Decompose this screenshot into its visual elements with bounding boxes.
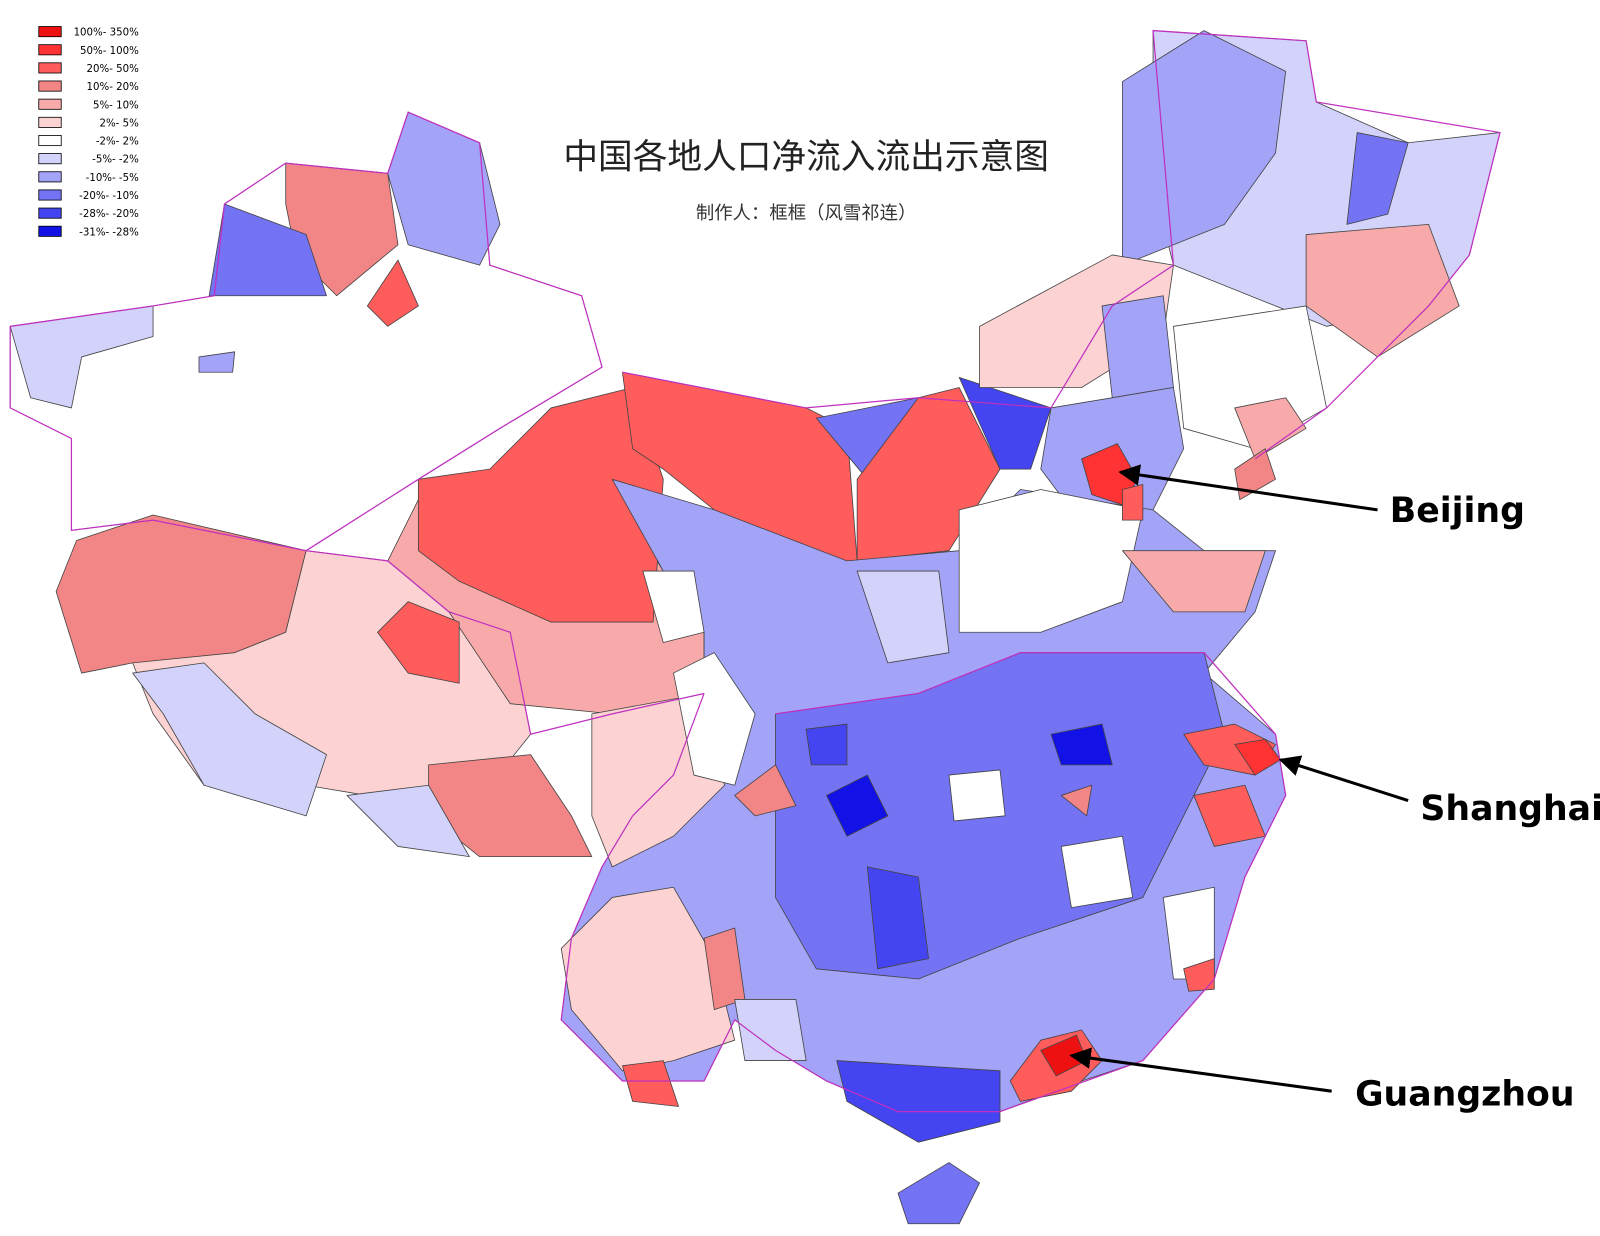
legend-swatch (38, 171, 62, 183)
region (856, 570, 950, 664)
region (377, 601, 460, 684)
region (1122, 483, 1144, 521)
region (734, 998, 807, 1062)
legend-swatch (38, 62, 62, 74)
arrow (1278, 755, 1409, 803)
legend-label: -10%- -5% (86, 173, 139, 184)
region (132, 662, 327, 817)
legend-swatch (38, 116, 62, 128)
border (9, 111, 603, 552)
legend-swatch (38, 26, 62, 38)
region (1122, 550, 1266, 613)
legend-label: 10%- 20% (87, 82, 140, 93)
border (622, 29, 1501, 460)
legend-label: 2%- 5% (100, 118, 140, 129)
annotation: Guangzhou (1355, 1074, 1574, 1114)
title: 中国各地人口净流入流出示意图 (563, 137, 1049, 177)
region (346, 784, 470, 858)
region (1183, 958, 1215, 992)
region (948, 769, 1006, 822)
legend-label: 50%- 100% (80, 46, 139, 57)
annotation: Shanghai (1420, 789, 1600, 829)
region (560, 886, 736, 1072)
region (198, 351, 236, 373)
region (958, 489, 1144, 633)
region (622, 1060, 679, 1107)
region (1101, 295, 1174, 399)
border (306, 550, 705, 736)
border (560, 652, 1287, 1113)
legend-label: -31%- -28% (79, 227, 139, 238)
annotation: Beijing (1390, 491, 1525, 531)
legend-swatch (38, 207, 62, 219)
region (1305, 223, 1460, 358)
region (642, 570, 705, 643)
legend-swatch (38, 98, 62, 110)
legend-swatch (38, 80, 62, 92)
region (805, 723, 848, 766)
arrow (1069, 1047, 1332, 1093)
legend-label: 5%- 10% (93, 100, 139, 111)
legend-label: 20%- 50% (87, 64, 140, 75)
region (366, 259, 419, 327)
region (734, 764, 797, 817)
region (836, 1060, 1001, 1143)
subtitle: 制作人：框框（风雪祁连） (696, 203, 916, 224)
region (1122, 30, 1287, 266)
province-borders (9, 29, 1501, 1113)
legend-label: -28%- -20% (79, 209, 139, 220)
region (958, 376, 1052, 470)
region (826, 774, 889, 837)
legend: 100%- 350% 50%- 100% 20%- 50% 10%- 20% 5%- 1… (38, 26, 140, 238)
region (866, 866, 929, 970)
region (1050, 723, 1113, 766)
arrow (1118, 464, 1378, 512)
legend-swatch (38, 225, 62, 237)
region (897, 1162, 980, 1225)
legend-label: -5%- -2% (92, 155, 139, 166)
region (1060, 835, 1134, 909)
region (673, 652, 756, 786)
region (1060, 784, 1093, 817)
region (1346, 132, 1409, 225)
region (1234, 397, 1307, 460)
legend-label: -20%- -10% (79, 191, 139, 202)
region (208, 203, 327, 297)
regions (9, 30, 1501, 1225)
legend-swatch (38, 135, 62, 147)
legend-label: -2%- 2% (96, 137, 139, 148)
legend-label: 100%- 350% (74, 28, 140, 39)
legend-swatch (38, 44, 62, 56)
legend-swatch (38, 153, 62, 165)
legend-swatch (38, 189, 62, 201)
